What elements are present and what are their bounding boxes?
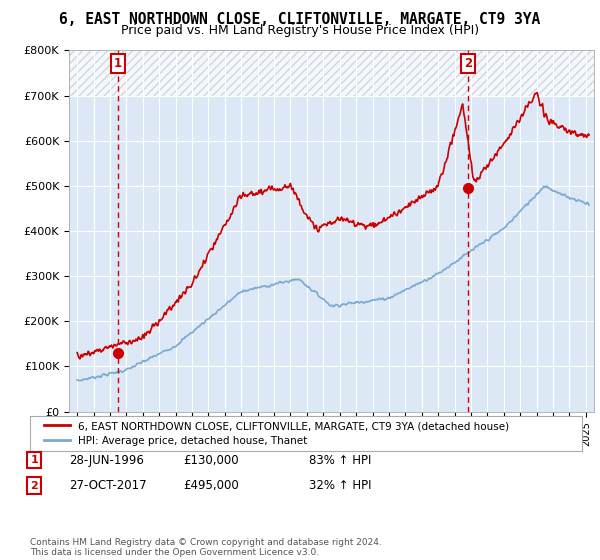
Text: 83% ↑ HPI: 83% ↑ HPI (309, 454, 371, 467)
Text: 2: 2 (31, 480, 38, 491)
Text: 27-OCT-2017: 27-OCT-2017 (69, 479, 146, 492)
Text: 2: 2 (464, 58, 472, 71)
Legend: 6, EAST NORTHDOWN CLOSE, CLIFTONVILLE, MARGATE, CT9 3YA (detached house), HPI: A: 6, EAST NORTHDOWN CLOSE, CLIFTONVILLE, M… (41, 418, 512, 449)
Text: 1: 1 (31, 455, 38, 465)
Text: 32% ↑ HPI: 32% ↑ HPI (309, 479, 371, 492)
Text: Contains HM Land Registry data © Crown copyright and database right 2024.
This d: Contains HM Land Registry data © Crown c… (30, 538, 382, 557)
Text: 1: 1 (114, 58, 122, 71)
Text: 6, EAST NORTHDOWN CLOSE, CLIFTONVILLE, MARGATE, CT9 3YA: 6, EAST NORTHDOWN CLOSE, CLIFTONVILLE, M… (59, 12, 541, 27)
Text: 28-JUN-1996: 28-JUN-1996 (69, 454, 144, 467)
Text: £495,000: £495,000 (183, 479, 239, 492)
Text: Price paid vs. HM Land Registry's House Price Index (HPI): Price paid vs. HM Land Registry's House … (121, 24, 479, 37)
Text: £130,000: £130,000 (183, 454, 239, 467)
